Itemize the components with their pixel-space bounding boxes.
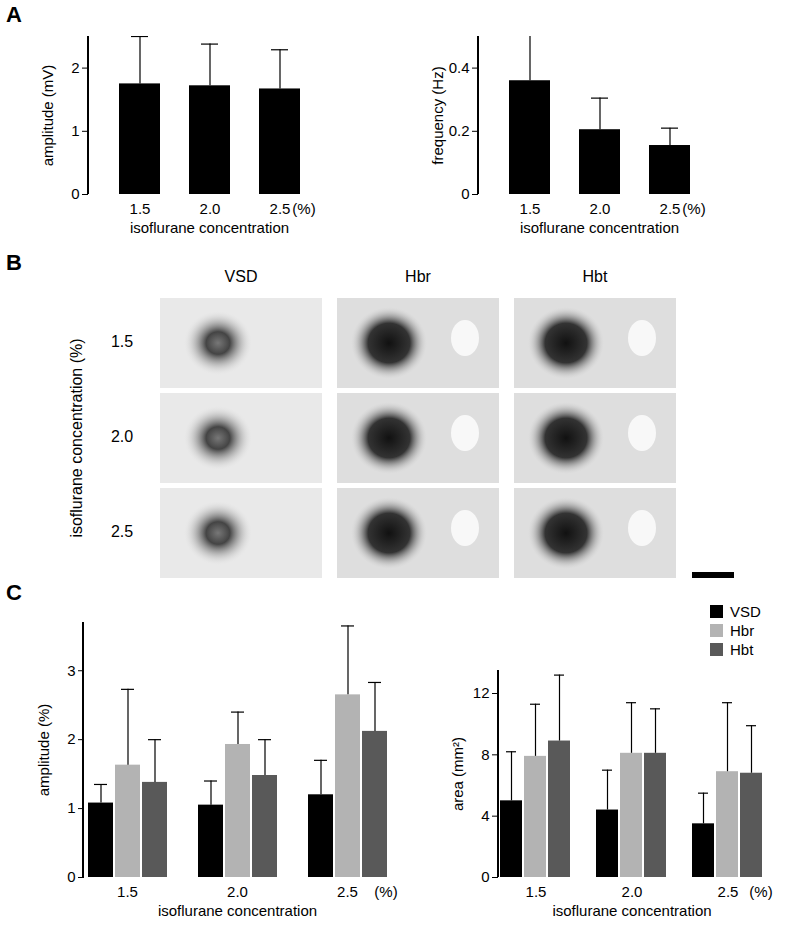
svg-text:VSD: VSD	[225, 268, 258, 285]
svg-text:0.4: 0.4	[449, 59, 470, 76]
svg-text:4: 4	[481, 807, 489, 824]
svg-text:2.0: 2.0	[227, 883, 248, 900]
svg-text:2.5: 2.5	[718, 883, 739, 900]
svg-text:(%): (%)	[682, 200, 705, 217]
svg-text:2: 2	[67, 730, 75, 747]
html-text:VSD: VSD	[730, 603, 761, 620]
html-text:A: A	[6, 2, 22, 27]
svg-text:2.0: 2.0	[111, 428, 133, 445]
svg-text:1.5: 1.5	[117, 883, 138, 900]
svg-text:isoflurane concentration: isoflurane concentration	[158, 902, 317, 919]
svg-text:1.5: 1.5	[520, 200, 541, 217]
svg-text:isoflurane concentration (%): isoflurane concentration (%)	[68, 338, 85, 537]
html-text:C: C	[6, 580, 22, 605]
html-text:Hbr: Hbr	[730, 622, 755, 639]
svg-text:2.0: 2.0	[200, 200, 221, 217]
svg-text:1.5: 1.5	[526, 883, 547, 900]
svg-text:isoflurane concentration: isoflurane concentration	[552, 902, 711, 919]
svg-text:1.5: 1.5	[111, 333, 133, 350]
svg-text:8: 8	[481, 746, 489, 763]
html-text:B: B	[6, 250, 22, 275]
svg-text:Hbr: Hbr	[405, 268, 431, 285]
svg-text:3: 3	[67, 662, 75, 679]
svg-text:amplitude (mV): amplitude (mV)	[39, 65, 56, 167]
svg-text:2.0: 2.0	[622, 883, 643, 900]
svg-text:area (mm²): area (mm²)	[449, 737, 466, 811]
html-text:Hbt: Hbt	[730, 641, 754, 658]
svg-text:1.5: 1.5	[130, 200, 151, 217]
svg-text:2.0: 2.0	[590, 200, 611, 217]
svg-text:0.2: 0.2	[449, 122, 470, 139]
svg-text:Hbt: Hbt	[583, 268, 608, 285]
svg-text:(%): (%)	[292, 200, 315, 217]
svg-text:frequency (Hz): frequency (Hz)	[429, 66, 446, 164]
svg-text:0: 0	[481, 868, 489, 885]
svg-text:2.5: 2.5	[111, 523, 133, 540]
svg-text:0: 0	[461, 185, 469, 202]
svg-text:(%): (%)	[749, 883, 772, 900]
svg-text:1: 1	[67, 799, 75, 816]
svg-text:1: 1	[71, 122, 79, 139]
svg-text:(%): (%)	[374, 883, 397, 900]
svg-text:2.5: 2.5	[660, 200, 681, 217]
svg-text:isoflurane concentration: isoflurane concentration	[520, 219, 679, 236]
svg-text:0: 0	[67, 868, 75, 885]
svg-text:2: 2	[71, 59, 79, 76]
svg-text:0: 0	[71, 185, 79, 202]
svg-text:12: 12	[473, 684, 490, 701]
svg-text:isoflurane concentration: isoflurane concentration	[130, 219, 289, 236]
svg-text:2.5: 2.5	[337, 883, 358, 900]
svg-text:2.5: 2.5	[270, 200, 291, 217]
svg-text:amplitude (%): amplitude (%)	[35, 704, 52, 797]
